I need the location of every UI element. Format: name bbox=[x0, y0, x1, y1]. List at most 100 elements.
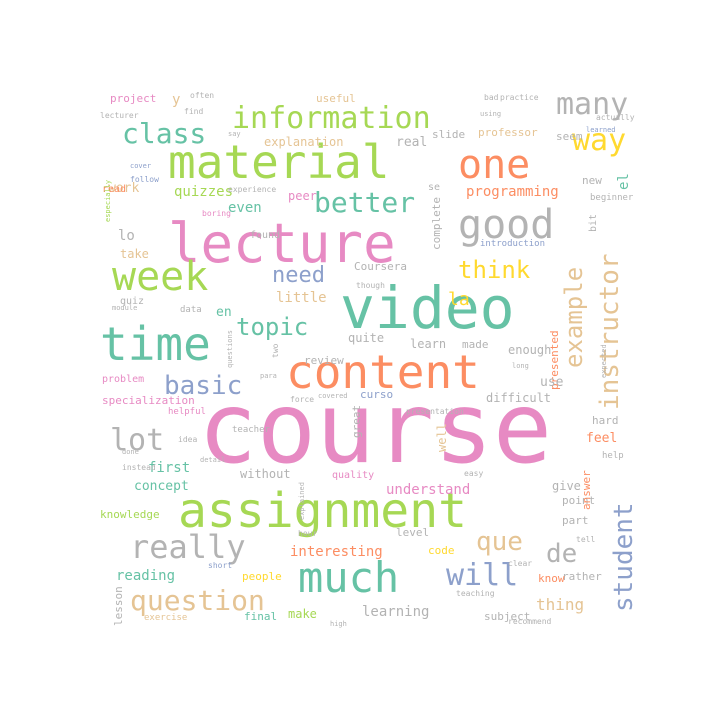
word-many: many bbox=[556, 87, 628, 122]
word-detail: detail bbox=[200, 456, 225, 464]
word-will: will bbox=[446, 558, 518, 593]
word-quizzes: quizzes bbox=[174, 184, 233, 200]
word-without: without bbox=[240, 467, 291, 481]
word-lecturer: lecturer bbox=[100, 111, 139, 120]
word-beginner: beginner bbox=[590, 193, 634, 203]
word-rather: rather bbox=[562, 570, 602, 583]
word-follow: follow bbox=[130, 175, 159, 184]
word-content: content bbox=[286, 345, 480, 399]
word-take: take bbox=[120, 247, 149, 261]
word-learn: learn bbox=[410, 337, 446, 351]
word-final: final bbox=[244, 610, 277, 623]
word-way: way bbox=[572, 123, 626, 158]
word-knowledge: knowledge bbox=[100, 508, 160, 521]
word-que: que bbox=[476, 527, 523, 557]
word-need: need bbox=[272, 263, 325, 288]
word-lot: lot bbox=[110, 423, 164, 458]
word-example: example bbox=[560, 267, 588, 368]
word-better: better bbox=[314, 186, 415, 219]
word-learned: learned bbox=[586, 126, 616, 134]
word-use: use bbox=[540, 375, 564, 390]
word-often: often bbox=[190, 91, 214, 100]
word-assignment: assignment bbox=[178, 483, 467, 539]
word-idea: idea bbox=[178, 435, 197, 444]
word-understand: understand bbox=[386, 482, 470, 498]
word-really: really bbox=[130, 528, 246, 566]
word-course: course bbox=[198, 372, 552, 486]
word-force: force bbox=[290, 395, 314, 404]
word-think: think bbox=[458, 256, 531, 284]
word-cover: cover bbox=[130, 162, 151, 170]
word-professor: professor bbox=[478, 126, 538, 139]
word-tell: tell bbox=[576, 535, 595, 544]
word-covered: covered bbox=[318, 392, 348, 400]
word-instructor: instructor bbox=[595, 253, 625, 410]
word-lecture: lecture bbox=[168, 212, 396, 275]
word-expected: expected bbox=[600, 344, 608, 378]
word-bad: bad bbox=[484, 93, 499, 102]
word-hour: hour bbox=[298, 529, 317, 538]
word-review: review bbox=[304, 354, 344, 367]
word-read: read bbox=[102, 184, 126, 195]
word-subject: subject bbox=[484, 610, 530, 623]
word-peer: peer bbox=[288, 189, 317, 203]
word-made: made bbox=[462, 338, 489, 351]
word-part: part bbox=[562, 514, 589, 527]
word-people: people bbox=[242, 570, 282, 583]
word-quite: quite bbox=[348, 331, 384, 345]
word-high: high bbox=[330, 620, 347, 628]
word-el: el bbox=[616, 173, 632, 190]
word-explained: explained bbox=[298, 482, 306, 520]
word-short: short bbox=[208, 561, 232, 570]
word-en: en bbox=[216, 305, 232, 320]
word-boring: boring bbox=[202, 209, 231, 218]
word-work: work bbox=[108, 181, 139, 196]
word-especially: especially bbox=[104, 180, 112, 222]
word-topic: topic bbox=[236, 313, 308, 341]
word-interesting: interesting bbox=[290, 544, 383, 560]
word-lesson: lesson bbox=[112, 586, 125, 626]
word-material: material bbox=[168, 135, 390, 189]
word-specialization: specialization bbox=[102, 394, 195, 407]
word-bit: bit bbox=[588, 214, 599, 232]
word-point: point bbox=[562, 494, 595, 507]
word-know: know bbox=[538, 572, 565, 585]
word-much: much bbox=[298, 553, 399, 602]
word-real: real bbox=[396, 135, 427, 150]
word-coursera: Coursera bbox=[354, 260, 407, 273]
word-recommend: recommend bbox=[508, 617, 552, 626]
word-la: la bbox=[448, 289, 470, 310]
word-make: make bbox=[288, 607, 317, 621]
word-say: say bbox=[228, 130, 241, 138]
word-hard: hard bbox=[592, 414, 619, 427]
word-experience: experience bbox=[228, 185, 276, 194]
word-week: week bbox=[112, 254, 208, 300]
word-first: first bbox=[148, 460, 190, 476]
word-problem: problem bbox=[102, 374, 144, 385]
word-instead: instead bbox=[122, 463, 156, 472]
word-answer: answer bbox=[580, 470, 593, 510]
word-questions: questions bbox=[226, 330, 234, 368]
word-teaching: teaching bbox=[456, 589, 495, 598]
word-teacher: teacher bbox=[232, 425, 271, 435]
word-helpful: helpful bbox=[168, 407, 206, 417]
word-se: se bbox=[428, 182, 440, 193]
word-feel: feel bbox=[586, 431, 617, 446]
word-information: information bbox=[232, 101, 431, 136]
word-de: de bbox=[546, 539, 577, 569]
word-learning: learning bbox=[362, 604, 429, 620]
word-quality: quality bbox=[332, 470, 374, 481]
word-difficult: difficult bbox=[486, 391, 551, 405]
word-using: using bbox=[480, 110, 501, 118]
word-help: help bbox=[602, 451, 624, 461]
word-video: video bbox=[340, 274, 515, 342]
word-seem: seem bbox=[556, 130, 583, 143]
word-class: class bbox=[122, 117, 206, 150]
word-long: long bbox=[512, 362, 529, 370]
word-y: y bbox=[172, 92, 180, 108]
word-practice: practice bbox=[500, 93, 539, 102]
word-code: code bbox=[428, 544, 455, 557]
word-project: project bbox=[110, 92, 156, 105]
word-para: para bbox=[260, 372, 277, 380]
word-great: great bbox=[350, 405, 363, 438]
